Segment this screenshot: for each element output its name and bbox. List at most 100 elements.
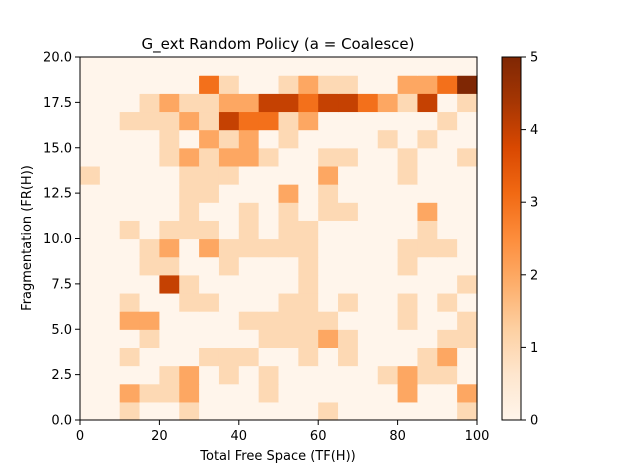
heatmap-cell <box>437 274 458 294</box>
heatmap-cell <box>318 256 339 276</box>
heatmap-cell <box>457 165 478 185</box>
colorbar-tick-label: 1 <box>530 341 538 356</box>
heatmap-cell <box>218 292 240 312</box>
heatmap-cell <box>357 129 379 149</box>
heatmap-cell <box>99 165 121 185</box>
heatmap-cell <box>119 311 141 330</box>
heatmap-cell <box>99 329 121 348</box>
heatmap-cell <box>159 202 180 221</box>
heatmap-cell <box>80 93 101 113</box>
heatmap-cell <box>417 220 438 240</box>
heatmap-cell <box>338 147 359 167</box>
heatmap-cell <box>357 365 379 385</box>
heatmap-cell <box>218 75 240 94</box>
heatmap-cell <box>258 202 280 221</box>
heatmap-cell <box>298 75 319 94</box>
heatmap-cell <box>80 347 101 367</box>
heatmap-cell <box>179 238 200 258</box>
heatmap-cell <box>397 383 419 403</box>
heatmap-cell <box>377 111 399 131</box>
heatmap-cell <box>218 93 240 113</box>
heatmap-cell <box>139 274 160 294</box>
y-axis-ticks: 0.0 2.5 5.0 7.5 10.0 12.5 15.0 17.5 20.0 <box>43 51 80 429</box>
y-tick-label: 10.0 <box>43 232 72 247</box>
heatmap-cell <box>457 292 478 312</box>
heatmap-cell <box>417 383 438 403</box>
heatmap-cell <box>377 401 399 421</box>
y-tick-label: 0.0 <box>51 414 72 429</box>
heatmap-cell <box>278 57 299 76</box>
heatmap-cell <box>318 129 339 149</box>
heatmap-cell <box>199 365 220 385</box>
heatmap-cell <box>457 184 478 203</box>
heatmap-cell <box>218 311 240 330</box>
heatmap-cell <box>298 57 319 76</box>
heatmap-cell <box>218 184 240 203</box>
heatmap-cell <box>377 184 399 203</box>
heatmap-cell <box>377 256 399 276</box>
heatmap-cell <box>377 238 399 258</box>
heatmap-cell <box>199 256 220 276</box>
heatmap-cell <box>199 311 220 330</box>
heatmap-cell <box>139 220 160 240</box>
heatmap-cell <box>80 383 101 403</box>
heatmap-cell <box>258 129 280 149</box>
heatmap-cell <box>338 165 359 185</box>
heatmap-cell <box>437 165 458 185</box>
heatmap-cell <box>298 184 319 203</box>
heatmap-cell <box>278 111 299 131</box>
heatmap-cell <box>179 292 200 312</box>
heatmap-cell <box>159 57 180 76</box>
heatmap-cell <box>99 274 121 294</box>
heatmap-cell <box>397 256 419 276</box>
heatmap-cell <box>199 292 220 312</box>
x-tick-label: 0 <box>76 429 84 444</box>
heatmap-cell <box>119 383 141 403</box>
heatmap-cell <box>139 347 160 367</box>
colorbar-ticks: 0 1 2 3 4 5 <box>521 51 538 429</box>
heatmap-cell <box>417 329 438 348</box>
heatmap-cell <box>99 220 121 240</box>
heatmap-cell <box>417 93 438 113</box>
heatmap-cell <box>298 202 319 221</box>
heatmap-cell <box>119 147 141 167</box>
heatmap-cell <box>377 165 399 185</box>
heatmap-cell <box>417 165 438 185</box>
heatmap-cell <box>80 329 101 348</box>
heatmap-cell <box>80 365 101 385</box>
heatmap-cell <box>298 329 319 348</box>
heatmap-cell <box>357 292 379 312</box>
heatmap-cell <box>159 256 180 276</box>
heatmap-cell <box>199 57 220 76</box>
heatmap-cell <box>278 274 299 294</box>
heatmap-cell <box>139 184 160 203</box>
heatmap-cell <box>80 401 101 421</box>
heatmap-cell <box>397 274 419 294</box>
heatmap-cell <box>179 274 200 294</box>
heatmap-cell <box>318 147 339 167</box>
heatmap-cell <box>159 292 180 312</box>
colorbar-tick-label: 2 <box>530 268 538 283</box>
heatmap-cell <box>258 329 280 348</box>
heatmap-cell <box>139 365 160 385</box>
heatmap-cell <box>278 238 299 258</box>
heatmap-cell <box>179 256 200 276</box>
heatmap-cell <box>80 165 101 185</box>
heatmap-cell <box>258 147 280 167</box>
x-tick-label: 100 <box>465 429 490 444</box>
heatmap-cell <box>238 111 260 131</box>
heatmap-cell <box>119 184 141 203</box>
heatmap-cell <box>139 129 160 149</box>
heatmap-cell <box>238 75 260 94</box>
heatmap-cell <box>238 165 260 185</box>
heatmap-cell <box>457 311 478 330</box>
heatmap-cell <box>318 220 339 240</box>
heatmap-cell <box>99 93 121 113</box>
heatmap-cell <box>199 238 220 258</box>
heatmap-cell <box>298 365 319 385</box>
heatmap-cell <box>298 147 319 167</box>
heatmap-cell <box>80 184 101 203</box>
heatmap-cell <box>457 220 478 240</box>
heatmap-cell <box>179 202 200 221</box>
